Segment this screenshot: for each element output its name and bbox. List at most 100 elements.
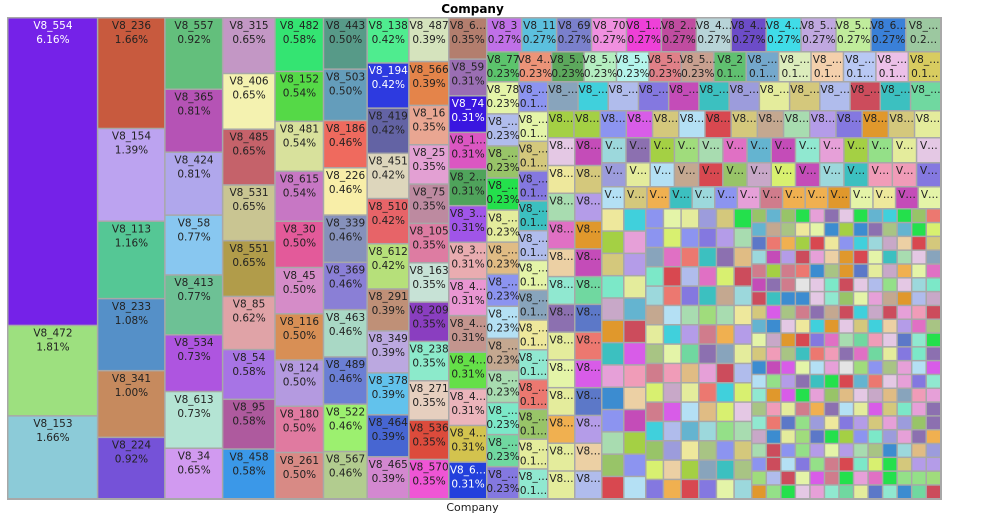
treemap-cell[interactable] [781, 306, 795, 319]
treemap-cell[interactable] [868, 209, 882, 222]
treemap-cell[interactable]: V8_…0.23% [486, 403, 520, 434]
treemap-cell[interactable] [752, 485, 766, 498]
treemap-cell[interactable]: V8_110.27% [522, 18, 556, 52]
treemap-cell[interactable] [854, 264, 868, 278]
treemap-cell[interactable] [664, 306, 681, 324]
treemap-cell[interactable] [734, 460, 752, 479]
treemap-cell[interactable] [897, 209, 911, 222]
treemap-cell[interactable]: V8… [548, 332, 575, 360]
treemap-cell[interactable] [602, 454, 624, 476]
treemap-cell[interactable] [767, 430, 781, 443]
treemap-cell[interactable] [752, 361, 766, 374]
treemap-cell[interactable]: V8_…0.1… [844, 52, 876, 82]
treemap-cell[interactable] [646, 248, 663, 266]
treemap-cell[interactable] [810, 375, 824, 388]
treemap-cell[interactable] [926, 319, 940, 333]
treemap-cell[interactable] [717, 248, 734, 266]
treemap-cell[interactable] [681, 383, 699, 402]
treemap-cell[interactable]: V8_3…0.31% [449, 243, 487, 279]
treemap-cell[interactable]: V8… [575, 443, 602, 471]
treemap-cell[interactable] [781, 278, 795, 291]
treemap-cell[interactable] [868, 237, 882, 250]
treemap-cell[interactable] [926, 416, 940, 429]
treemap-cell[interactable]: V8_750.35% [409, 184, 449, 223]
treemap-cell[interactable] [602, 365, 624, 387]
treemap-cell[interactable] [752, 264, 766, 278]
treemap-cell[interactable] [781, 319, 795, 333]
treemap-cell[interactable] [767, 375, 781, 388]
treemap-cell[interactable] [796, 375, 810, 388]
treemap-cell[interactable] [646, 325, 663, 344]
treemap-cell[interactable] [781, 292, 795, 305]
treemap-cell[interactable] [781, 458, 795, 471]
treemap-cell[interactable] [717, 228, 734, 247]
treemap-cell[interactable]: V8_5…0.23% [647, 52, 684, 82]
treemap-cell[interactable] [624, 343, 646, 365]
treemap-cell[interactable]: V8_450.50% [275, 268, 323, 313]
treemap-cell[interactable] [810, 430, 824, 443]
treemap-cell[interactable] [664, 209, 681, 228]
treemap-cell[interactable] [912, 306, 926, 319]
treemap-cell[interactable] [839, 430, 853, 443]
treemap-cell[interactable] [810, 471, 824, 485]
treemap-cell[interactable] [717, 209, 734, 228]
treemap-cell[interactable]: V8_…0.1… [519, 142, 549, 171]
treemap-cell[interactable] [752, 223, 766, 236]
treemap-cell[interactable]: V8_… [548, 82, 578, 111]
treemap-cell[interactable] [883, 430, 897, 443]
treemap-cell[interactable] [681, 460, 699, 479]
treemap-cell[interactable]: V… [699, 138, 723, 163]
treemap-cell[interactable] [897, 278, 911, 291]
treemap-cell[interactable]: V8_…0.1… [876, 52, 908, 82]
treemap-cell[interactable] [767, 306, 781, 319]
treemap-cell[interactable] [796, 237, 810, 250]
treemap-cell[interactable] [883, 250, 897, 264]
treemap-cell[interactable] [854, 471, 868, 485]
treemap-cell[interactable] [734, 228, 752, 247]
treemap-cell[interactable] [699, 344, 716, 363]
treemap-cell[interactable] [926, 209, 940, 222]
treemap-cell[interactable]: V… [699, 163, 723, 187]
treemap-cell[interactable] [912, 223, 926, 236]
treemap-cell[interactable]: V… [828, 187, 850, 209]
treemap-cell[interactable]: V8_6…0.27% [870, 18, 907, 52]
treemap-cell[interactable]: V8_2…0.27% [661, 18, 697, 52]
treemap-cell[interactable] [825, 319, 839, 333]
treemap-cell[interactable] [602, 410, 624, 432]
treemap-cell[interactable] [883, 389, 897, 402]
treemap-cell[interactable]: V8_4…0.31% [449, 389, 487, 425]
treemap-cell[interactable] [681, 306, 699, 324]
treemap-cell[interactable] [825, 347, 839, 360]
treemap-cell[interactable] [810, 444, 824, 457]
treemap-cell[interactable] [926, 278, 940, 291]
treemap-cell[interactable]: V8… [915, 111, 940, 138]
treemap-cell[interactable] [699, 306, 716, 324]
treemap-cell[interactable]: V8… [575, 332, 602, 360]
treemap-cell[interactable]: V… [820, 163, 844, 187]
treemap-cell[interactable] [767, 237, 781, 250]
treemap-cell[interactable] [752, 347, 766, 360]
treemap-cell[interactable] [912, 485, 926, 498]
treemap-cell[interactable] [796, 278, 810, 291]
treemap-cell[interactable] [912, 416, 926, 429]
treemap-cell[interactable] [854, 361, 868, 374]
treemap-cell[interactable] [825, 430, 839, 443]
treemap-cell[interactable]: V8_4…0.27% [766, 18, 802, 52]
treemap-cell[interactable] [664, 383, 681, 402]
treemap-cell[interactable]: V… [896, 187, 918, 209]
treemap-cell[interactable] [854, 333, 868, 347]
treemap-cell[interactable]: V… [670, 187, 692, 209]
treemap-cell[interactable] [767, 209, 781, 222]
treemap-cell[interactable] [796, 292, 810, 305]
treemap-cell[interactable] [664, 267, 681, 286]
treemap-cell[interactable] [810, 264, 824, 278]
treemap-cell[interactable]: V8… [574, 111, 600, 138]
